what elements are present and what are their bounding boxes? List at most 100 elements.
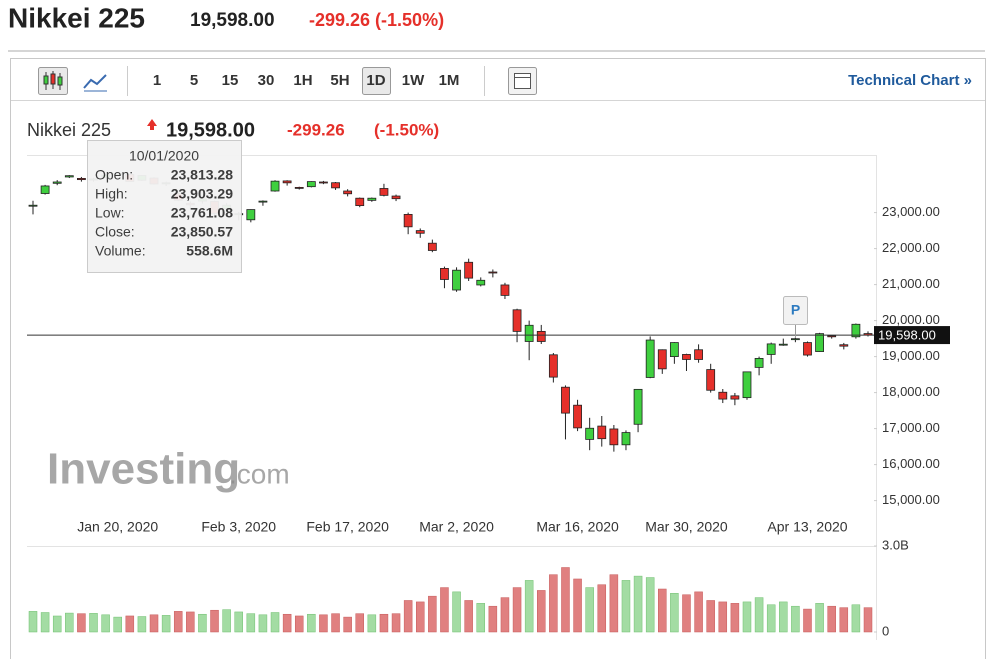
- candle-body: [512, 309, 522, 332]
- candle-body: [621, 432, 631, 446]
- interval-button[interactable]: 15: [222, 72, 239, 89]
- candle-body: [585, 427, 595, 440]
- y-tick-label: 21,000.00: [882, 276, 940, 291]
- volume-bar: [706, 600, 715, 633]
- volume-bar: [658, 588, 667, 633]
- interval-button[interactable]: 1: [153, 72, 161, 89]
- candle-body: [524, 324, 534, 342]
- candle-body: [548, 354, 558, 378]
- volume-bar: [682, 594, 691, 633]
- volume-tick-label: 0: [882, 623, 889, 638]
- candle-body: [851, 323, 861, 338]
- x-tick-label: Mar 2, 2020: [419, 519, 494, 535]
- volume-bar: [561, 567, 570, 633]
- page-title: Nikkei 225: [8, 2, 145, 33]
- interval-button[interactable]: 1D: [366, 72, 385, 89]
- tooltip-label: Open:: [95, 167, 133, 183]
- last-price-box: [874, 326, 950, 345]
- candle-body: [28, 204, 38, 207]
- candle-body: [706, 369, 716, 391]
- interval-button[interactable]: 5: [190, 72, 198, 89]
- interval-button[interactable]: 5H: [330, 72, 349, 89]
- volume-bar: [694, 591, 703, 633]
- volume-bar: [222, 609, 231, 633]
- flag-box[interactable]: [783, 296, 808, 325]
- candle-body: [633, 388, 643, 425]
- candle-body: [730, 395, 740, 400]
- volume-bar: [77, 613, 86, 633]
- volume-bar: [827, 605, 836, 633]
- volume-bar: [355, 613, 364, 633]
- volume-bar: [403, 600, 413, 633]
- volume-bar: [670, 593, 679, 633]
- flag-label: P: [791, 302, 800, 318]
- candle-body: [682, 354, 691, 360]
- candle-body: [561, 386, 570, 414]
- volume-bar: [537, 590, 546, 633]
- candle-body: [343, 190, 353, 195]
- down-arrow-stem: [150, 125, 154, 130]
- candle-body: [306, 181, 316, 188]
- interval-button[interactable]: 1M: [439, 72, 460, 89]
- candle-body: [52, 181, 62, 184]
- volume-bar: [585, 587, 594, 633]
- y-tick-label: 17,000.00: [882, 420, 940, 435]
- y-tick-label: 16,000.00: [882, 456, 940, 471]
- candle-body: [657, 349, 667, 370]
- candle-body: [742, 371, 752, 399]
- candle-body: [440, 267, 449, 280]
- chart-change-percent: (-1.50%): [374, 120, 439, 139]
- candle-body: [379, 188, 389, 196]
- volume-bar: [307, 613, 316, 633]
- volume-bar: [549, 574, 558, 633]
- candle-body: [464, 261, 474, 279]
- candle-body: [258, 200, 268, 203]
- toolbar: 1 5 15 30 1H 5H 1D 1W 1M Technical Chart…: [38, 66, 972, 96]
- tooltip-value: 23,761.08: [171, 205, 233, 221]
- watermark-brand: Investing: [47, 445, 240, 494]
- chart-price: 19,598.00: [166, 119, 255, 141]
- volume-bar: [500, 597, 510, 633]
- interval-button[interactable]: 1H: [293, 72, 312, 89]
- candle-body: [597, 425, 607, 440]
- volume-bar: [161, 615, 171, 633]
- candle-body: [319, 181, 328, 184]
- y-tick-label: 18,000.00: [882, 384, 940, 399]
- tooltip-box: [87, 140, 242, 273]
- volume-bar: [294, 615, 304, 633]
- volume-bar: [270, 612, 280, 633]
- volume-bar: [234, 611, 243, 633]
- candle-body: [803, 342, 812, 356]
- tooltip-value: 23,813.28: [171, 167, 233, 183]
- x-tick-label: Apr 13, 2020: [767, 519, 847, 535]
- x-tick-label: Feb 17, 2020: [306, 519, 389, 535]
- technical-chart-link[interactable]: Technical Chart »: [848, 72, 972, 89]
- candle-body: [355, 197, 365, 207]
- volume-bar: [65, 612, 74, 633]
- candle-body: [790, 338, 800, 341]
- line-button[interactable]: [80, 67, 110, 94]
- volume-bar: [125, 615, 135, 633]
- volume-bar: [730, 603, 740, 633]
- candle-body: [766, 343, 776, 355]
- candle-body: [815, 333, 824, 352]
- volume-bar: [391, 613, 401, 633]
- volume-bar: [331, 613, 340, 633]
- volume-bar: [198, 613, 207, 633]
- volume-bar: [210, 609, 219, 633]
- volume-bar: [282, 613, 292, 633]
- candle-body: [536, 330, 546, 342]
- interval-button[interactable]: 1W: [402, 72, 425, 89]
- volume-bar: [113, 616, 122, 633]
- volume-bar: [40, 612, 50, 633]
- volume-bar: [839, 607, 849, 633]
- y-tick-label: 23,000.00: [882, 204, 940, 219]
- page-change: -299.26 (-1.50%): [309, 10, 444, 30]
- volume-bar: [367, 614, 377, 633]
- interval-button[interactable]: 30: [258, 72, 275, 89]
- tooltip-label: Low:: [95, 205, 125, 221]
- candle-body: [246, 209, 256, 221]
- volume-bar: [137, 616, 147, 633]
